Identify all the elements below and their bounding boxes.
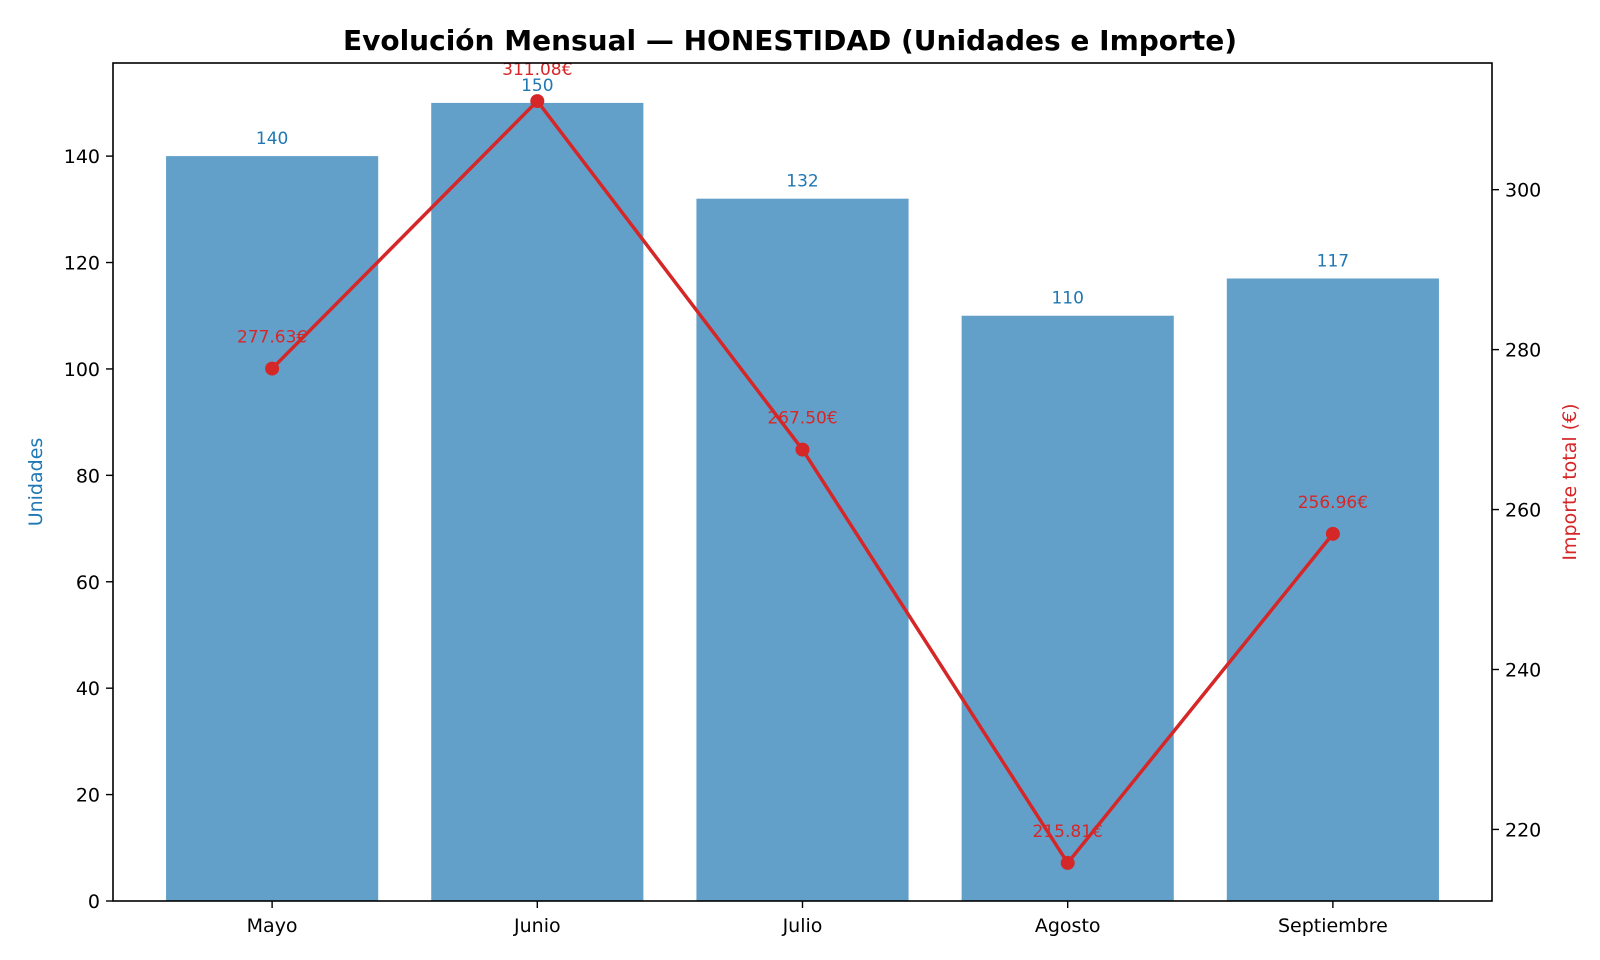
x-tick-label: Septiembre xyxy=(1278,915,1388,937)
bar-value-label: 117 xyxy=(1317,251,1349,271)
bar-value-label: 110 xyxy=(1051,289,1083,309)
y-tick-label: 20 xyxy=(76,785,100,807)
bar-value-label: 132 xyxy=(786,172,818,192)
y-tick-label: 40 xyxy=(76,678,100,700)
axes: 0 20 40 60 80 100 120 140 220 240 260 280 300 Mayo Jun… xyxy=(64,62,1541,937)
bar-series xyxy=(166,102,1439,902)
bar-value-labels: 140 150 132 110 117 xyxy=(256,76,1349,309)
bar-julio xyxy=(696,198,909,901)
y-tick-label: 100 xyxy=(64,359,100,381)
line-point-mayo xyxy=(265,361,280,376)
y2-tick-label: 260 xyxy=(1505,500,1541,522)
bar-agosto xyxy=(961,315,1174,901)
y2-axis-title: Importe total (€) xyxy=(1559,403,1581,560)
line-point-septiembre xyxy=(1325,526,1340,541)
line-series xyxy=(265,94,1340,870)
bar-junio xyxy=(431,102,644,901)
x-tick-label: Junio xyxy=(513,915,561,937)
x-tick-label: Agosto xyxy=(1035,915,1101,937)
y-tick-label: 120 xyxy=(64,253,100,275)
y2-tick-label: 220 xyxy=(1505,819,1541,841)
line-point-agosto xyxy=(1060,855,1075,870)
bar-septiembre xyxy=(1226,278,1439,901)
line-value-label: 215.81€ xyxy=(1033,822,1103,842)
y-tick-label: 80 xyxy=(76,465,100,487)
line-value-labels: 277.63€ 311.08€ 267.50€ 215.81€ 256.96€ xyxy=(237,60,1368,842)
y2-tick-label: 240 xyxy=(1505,659,1541,681)
bar-mayo xyxy=(166,156,379,902)
y-tick-label: 60 xyxy=(76,572,100,594)
x-tick-label: Julio xyxy=(782,915,823,937)
line-point-julio xyxy=(795,442,810,457)
chart-title: Evolución Mensual — HONESTIDAD (Unidades… xyxy=(343,24,1237,57)
y-axis-title: Unidades xyxy=(25,438,47,527)
line-value-label: 256.96€ xyxy=(1298,493,1368,513)
y-tick-label: 140 xyxy=(64,146,100,168)
line-value-label: 267.50€ xyxy=(767,409,837,429)
y2-tick-label: 280 xyxy=(1505,340,1541,362)
line-point-junio xyxy=(530,94,545,109)
line-value-label: 311.08€ xyxy=(502,60,572,80)
line-value-label: 277.63€ xyxy=(237,328,307,348)
bar-value-label: 150 xyxy=(521,76,553,96)
y-tick-label: 0 xyxy=(88,891,100,913)
x-tick-label: Mayo xyxy=(247,915,298,937)
y2-tick-label: 300 xyxy=(1505,180,1541,202)
bar-value-label: 140 xyxy=(256,129,288,149)
